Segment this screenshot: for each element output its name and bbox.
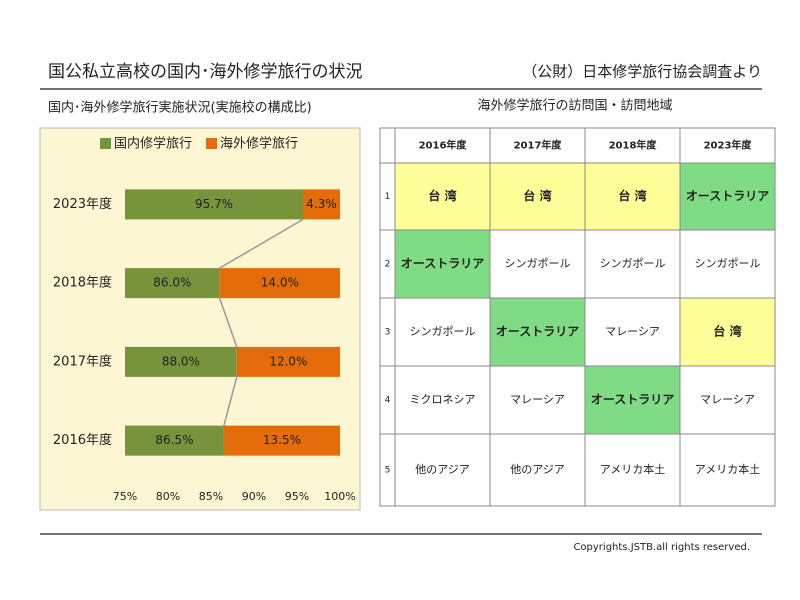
chart-title: 国内･海外修学旅行実施状況(実施校の構成比): [48, 100, 312, 116]
cell-text: 台 湾: [428, 188, 456, 203]
cell-text: マレーシア: [510, 393, 565, 406]
y-tick-label: 2023年度: [53, 196, 112, 212]
column-header: 2023年度: [704, 139, 753, 152]
cell-text: オーストラリア: [686, 189, 769, 203]
column-header: 2018年度: [609, 139, 658, 152]
table-cell: [394, 229, 491, 299]
legend-label: 海外修学旅行: [220, 136, 298, 152]
series-line: [218, 297, 238, 348]
header-cell: [489, 127, 586, 164]
legend-swatch: [100, 138, 111, 149]
series-line: [223, 376, 238, 426]
cell-text: シンガポール: [695, 257, 761, 270]
bar-segment: [223, 425, 340, 456]
table-cell: [394, 162, 491, 231]
table-cell: [394, 365, 491, 435]
bar-segment: [125, 268, 220, 299]
table-title: 海外修学旅行の訪問国・訪問地域: [477, 98, 672, 114]
table-cell: [584, 162, 681, 231]
cell-text: マレーシア: [700, 393, 755, 406]
cell-text: シンガポール: [410, 325, 476, 338]
value-label: 86.5%: [155, 433, 193, 447]
y-tick-label: 2017年度: [53, 353, 112, 369]
table-cell: [679, 162, 776, 231]
legend-label: 国内修学旅行: [114, 136, 192, 152]
legend-swatch: [206, 138, 218, 149]
value-label: 86.0%: [153, 276, 191, 290]
column-header: 2016年度: [419, 139, 468, 152]
value-label: 95.7%: [195, 197, 233, 211]
table-cell: [584, 229, 681, 299]
bar-segment: [236, 346, 340, 377]
page-title: 国公私立高校の国内･海外修学旅行の状況: [48, 62, 363, 82]
table-cell: [679, 365, 776, 435]
table-cell: [679, 229, 776, 299]
y-tick-label: 2016年度: [53, 432, 112, 448]
value-label: 12.0%: [269, 354, 307, 368]
cell-text: オーストラリア: [401, 257, 484, 271]
cell-text: マレーシア: [605, 325, 660, 338]
cell-text: アメリカ本土: [600, 462, 665, 476]
header-cell: [584, 127, 681, 164]
table-cell: [679, 297, 776, 367]
bar-segment: [125, 346, 237, 377]
value-label: 14.0%: [261, 276, 299, 290]
x-tick-label: 85%: [199, 490, 223, 503]
value-label: 13.5%: [263, 433, 301, 447]
x-tick-label: 80%: [156, 490, 180, 503]
cell-text: 台 湾: [523, 188, 551, 203]
value-label: 4.3%: [306, 197, 337, 211]
cell-text: 他のアジア: [510, 463, 565, 476]
source: （公財）日本修学旅行協会調査より: [522, 63, 762, 81]
table-cell: [489, 162, 586, 231]
cell-text: ミクロネシア: [410, 393, 476, 406]
series-line: [219, 218, 304, 269]
table-cell: [394, 297, 491, 367]
rank: 5: [385, 466, 391, 476]
cell-text: 台 湾: [618, 188, 646, 203]
copyright: Copyrights.JSTB.all rights reserved.: [573, 542, 750, 553]
value-label: 88.0%: [162, 354, 200, 368]
x-tick-label: 75%: [113, 490, 137, 503]
cell-text: オーストラリア: [496, 325, 579, 339]
x-tick-label: 90%: [242, 490, 266, 503]
cell-text: 他のアジア: [415, 463, 470, 476]
bar-segment: [219, 268, 340, 299]
column-header: 2017年度: [514, 139, 563, 152]
cell-text: アメリカ本土: [695, 462, 760, 476]
cell-text: シンガポール: [600, 257, 666, 270]
header-cell: [379, 127, 396, 164]
cell-text: 台 湾: [713, 324, 741, 339]
rank: 4: [385, 396, 391, 406]
cell-text: オーストラリア: [591, 393, 674, 407]
rank: 2: [385, 260, 391, 270]
bar-segment: [125, 189, 304, 220]
rank: 3: [385, 328, 391, 338]
bar-segment: [303, 189, 340, 220]
table-cell: [584, 297, 681, 367]
x-tick-label: 100%: [324, 490, 355, 503]
x-tick-label: 95%: [285, 490, 309, 503]
rank: 1: [385, 192, 391, 202]
table-cell: [679, 433, 776, 507]
y-tick-label: 2018年度: [53, 275, 112, 291]
table-cell: [489, 433, 586, 507]
bar-segment: [125, 425, 224, 456]
table-cell: [489, 229, 586, 299]
cell-text: シンガポール: [505, 257, 571, 270]
